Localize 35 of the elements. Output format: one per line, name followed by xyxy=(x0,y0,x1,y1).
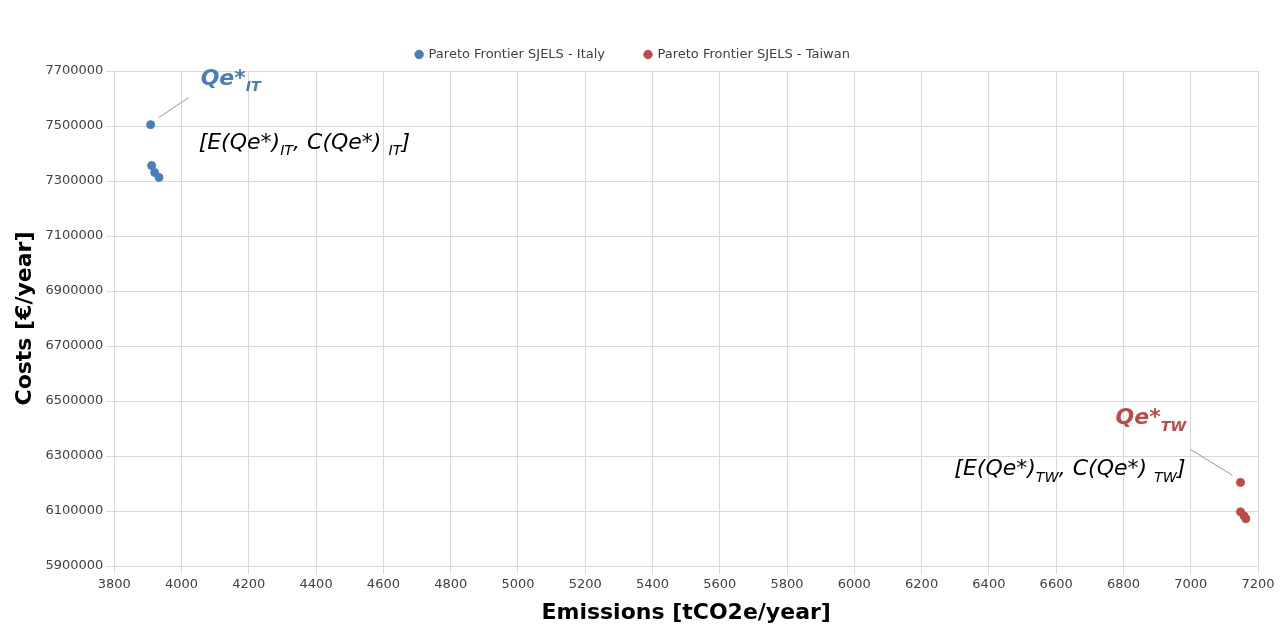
x-tick-label: 6600 xyxy=(1039,576,1073,592)
x-tick-label: 6800 xyxy=(1106,576,1140,592)
legend-label: Pareto Frontier SJELS - Italy xyxy=(428,45,606,61)
x-tick-label: 4000 xyxy=(165,576,199,592)
x-tick-label: 5000 xyxy=(501,576,535,592)
x-tick-label: 7000 xyxy=(1174,576,1208,592)
x-axis-title: Emissions [tCO2e/year] xyxy=(541,598,831,624)
y-tick-label: 7700000 xyxy=(45,62,104,78)
y-tick-label: 7300000 xyxy=(45,172,104,188)
point xyxy=(1236,477,1246,487)
y-tick-label: 6900000 xyxy=(45,282,104,298)
y-tick-label: 7500000 xyxy=(45,117,104,133)
x-tick-label: 7200 xyxy=(1241,576,1275,592)
x-tick-label: 4800 xyxy=(434,576,468,592)
y-tick-label: 6300000 xyxy=(45,447,104,463)
y-tick-label: 6500000 xyxy=(45,392,104,408)
x-tick-label: 4200 xyxy=(232,576,266,592)
x-tick-label: 5200 xyxy=(568,576,602,592)
y-tick-label: 5900000 xyxy=(45,557,104,573)
y-tick-label: 7100000 xyxy=(45,227,104,243)
x-tick-label: 4400 xyxy=(299,576,333,592)
point xyxy=(154,172,164,182)
x-tick-label: 5400 xyxy=(635,576,670,592)
y-tick-label: 6700000 xyxy=(45,337,104,353)
x-tick-label: 6200 xyxy=(905,576,939,592)
y-tick-label: 6100000 xyxy=(45,502,104,518)
x-tick-label: 5600 xyxy=(703,576,737,592)
point xyxy=(146,120,156,130)
x-tick-label: 6000 xyxy=(837,576,871,592)
x-tick-label: 5800 xyxy=(770,576,804,592)
y-axis-title: Costs [€/year] xyxy=(10,231,36,406)
x-tick-label: 6400 xyxy=(972,576,1006,592)
legend-label: Pareto Frontier SJELS - Taiwan xyxy=(657,45,850,61)
x-tick-label: 4600 xyxy=(366,576,400,592)
x-tick-label: 3800 xyxy=(97,576,131,592)
